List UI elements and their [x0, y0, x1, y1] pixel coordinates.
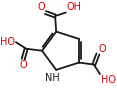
- Text: O: O: [37, 2, 45, 12]
- Text: HO: HO: [101, 75, 115, 85]
- Text: OH: OH: [66, 2, 81, 12]
- Text: O: O: [19, 60, 27, 70]
- Text: NH: NH: [45, 73, 60, 83]
- Text: O: O: [99, 43, 106, 53]
- Text: HO: HO: [0, 37, 15, 47]
